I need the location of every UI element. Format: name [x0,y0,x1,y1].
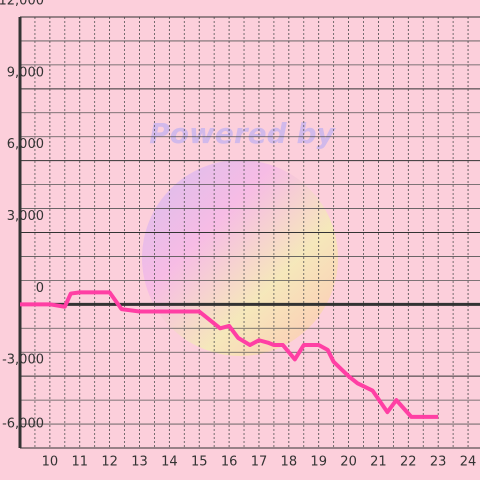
y-tick-label: 12,000 [0,0,44,9]
x-tick-label: 18 [281,455,298,470]
x-tick-label: 21 [370,455,387,470]
x-tick-label: 14 [161,455,178,470]
y-tick-label: 0 [36,281,44,296]
plot: -6,000 -3,000 0 3,000 6,000 9,000 12,000 10 11 12… [0,0,480,470]
x-tick-label: 17 [251,455,268,470]
x-tick-label: 12 [101,455,118,470]
x-tick-label: 22 [400,455,417,470]
x-tick-label: 10 [42,455,59,470]
x-tick-label: 13 [131,455,148,470]
x-tick-label: 24 [460,455,477,470]
watermark-logo [142,160,338,356]
y-tick-label: -6,000 [2,417,44,432]
x-tick-label: 20 [340,455,357,470]
data-line [20,290,439,419]
watermark: Powered by [149,117,336,150]
y-tick-label: 6,000 [7,137,44,152]
y-tick-label: 9,000 [7,65,44,80]
x-tick-label: 15 [191,455,208,470]
x-tick-label: 23 [430,455,447,470]
x-tick-label: 16 [221,455,238,470]
y-tick-label: -3,000 [2,353,44,368]
x-tick-label: 11 [71,455,88,470]
x-tick-label: 19 [310,455,327,470]
y-tick-label: 3,000 [7,209,44,224]
